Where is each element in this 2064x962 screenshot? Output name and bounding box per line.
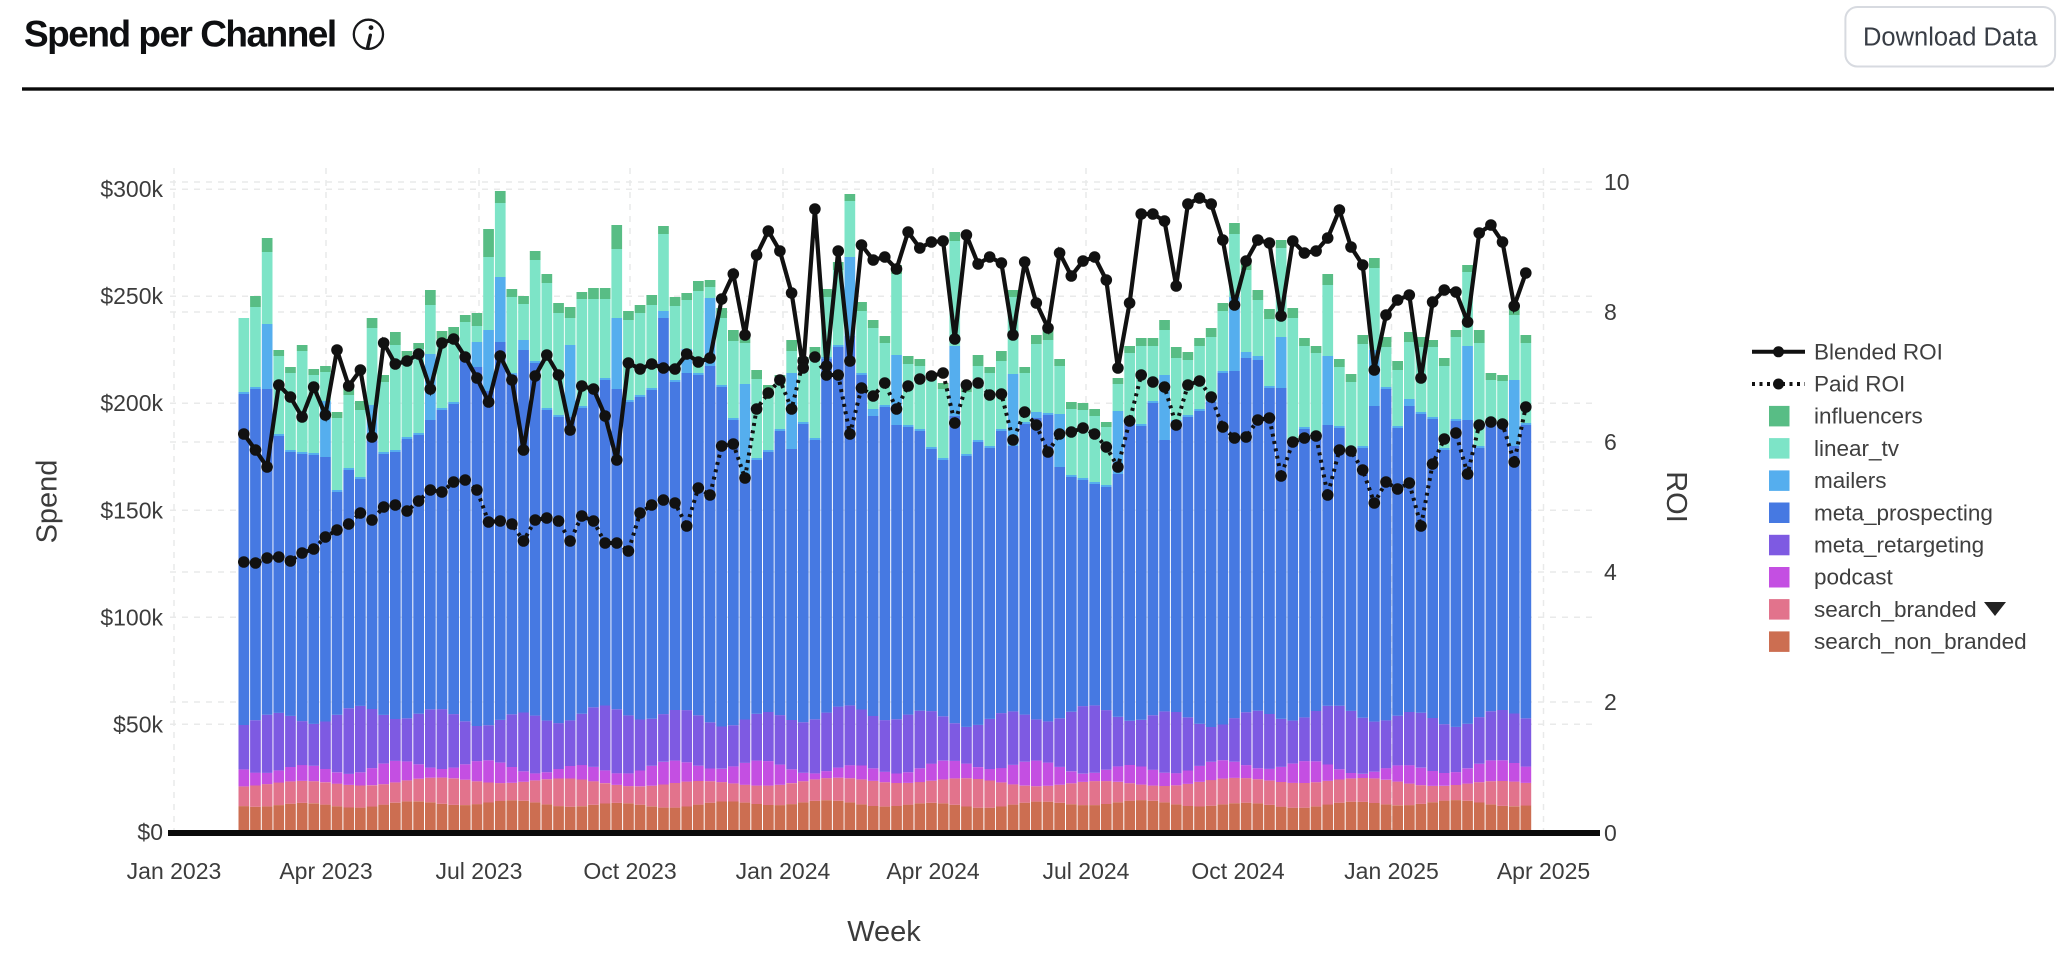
svg-text:Blended ROI: Blended ROI [1814, 339, 1943, 364]
svg-text:$50k: $50k [113, 711, 163, 737]
svg-text:Jan 2025: Jan 2025 [1344, 858, 1439, 884]
svg-text:$300k: $300k [100, 176, 163, 202]
svg-text:Apr 2024: Apr 2024 [886, 858, 980, 884]
svg-text:6: 6 [1604, 429, 1617, 455]
svg-text:Jul 2023: Jul 2023 [436, 858, 523, 884]
svg-text:Jan 2024: Jan 2024 [736, 858, 831, 884]
svg-text:podcast: podcast [1814, 565, 1894, 590]
svg-text:$0: $0 [137, 819, 163, 845]
svg-text:linear_tv: linear_tv [1814, 436, 1900, 461]
svg-text:meta_retargeting: meta_retargeting [1814, 533, 1984, 558]
svg-text:meta_prospecting: meta_prospecting [1814, 500, 1993, 525]
svg-text:$250k: $250k [100, 283, 163, 309]
svg-text:$100k: $100k [100, 604, 163, 630]
svg-text:Apr 2023: Apr 2023 [279, 858, 372, 884]
svg-text:8: 8 [1604, 299, 1617, 325]
svg-text:$150k: $150k [100, 497, 163, 523]
svg-text:search_non_branded: search_non_branded [1814, 629, 2027, 654]
svg-text:ROI: ROI [1660, 471, 1692, 523]
svg-text:0: 0 [1604, 820, 1617, 846]
svg-text:Week: Week [847, 916, 921, 948]
svg-text:mailers: mailers [1814, 468, 1887, 493]
svg-text:2: 2 [1604, 689, 1617, 715]
svg-text:Oct 2024: Oct 2024 [1191, 858, 1285, 884]
svg-text:10: 10 [1604, 169, 1630, 195]
svg-text:Oct 2023: Oct 2023 [583, 858, 676, 884]
svg-text:Spend: Spend [32, 460, 64, 544]
svg-text:Apr 2025: Apr 2025 [1497, 858, 1590, 884]
svg-text:Download Data: Download Data [1863, 24, 2038, 52]
svg-text:Spend per Channel: Spend per Channel [24, 14, 336, 55]
svg-text:4: 4 [1604, 559, 1617, 585]
svg-text:search_branded: search_branded [1814, 597, 1977, 622]
svg-text:$200k: $200k [100, 390, 163, 416]
svg-text:Jan 2023: Jan 2023 [127, 858, 222, 884]
svg-text:influencers: influencers [1814, 404, 1923, 429]
svg-text:Paid ROI: Paid ROI [1814, 372, 1905, 397]
svg-text:Jul 2024: Jul 2024 [1043, 858, 1130, 884]
